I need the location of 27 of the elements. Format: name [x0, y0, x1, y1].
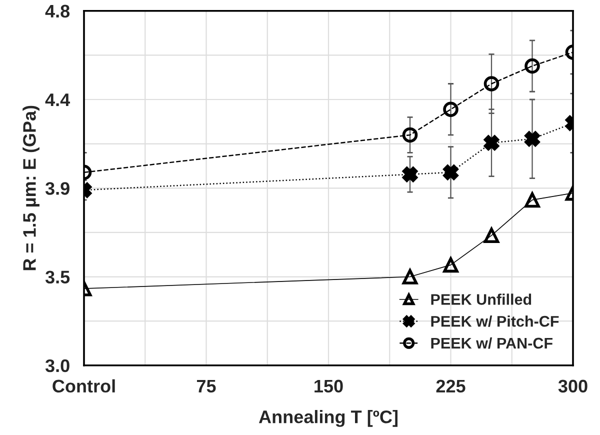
point [402, 166, 418, 182]
point [443, 164, 458, 180]
x-axis-title: Annealing T [ºC] [258, 410, 398, 427]
point [524, 131, 540, 147]
point [524, 58, 540, 74]
x-tick-label: Control [52, 379, 115, 393]
point [402, 269, 418, 284]
y-tick-label: 3.0 [45, 359, 70, 372]
y-tick-label: 4.8 [45, 4, 70, 18]
point [402, 127, 418, 143]
y-tick-label: 3.9 [45, 182, 70, 195]
point [484, 76, 500, 92]
legend-label: PEEK Unfilled [431, 294, 532, 305]
legend-label: PEEK w/ Pitch-CF [431, 316, 559, 327]
point [484, 135, 500, 150]
point [443, 102, 458, 117]
y-axis-title: R = 1.5 µm: E (GPa) [22, 106, 40, 270]
point [524, 192, 540, 208]
x-tick-label: 150 [314, 380, 343, 393]
x-tick-label: 75 [196, 380, 216, 393]
y-tick-label: 4.4 [45, 94, 70, 106]
x-tick-label: 300 [558, 380, 588, 393]
point [484, 228, 500, 244]
point [443, 257, 458, 273]
y-tick-label: 3.5 [45, 270, 70, 284]
legend-label: PEEK w/ PAN-CF [431, 337, 552, 349]
x-tick-label: 225 [436, 380, 466, 393]
